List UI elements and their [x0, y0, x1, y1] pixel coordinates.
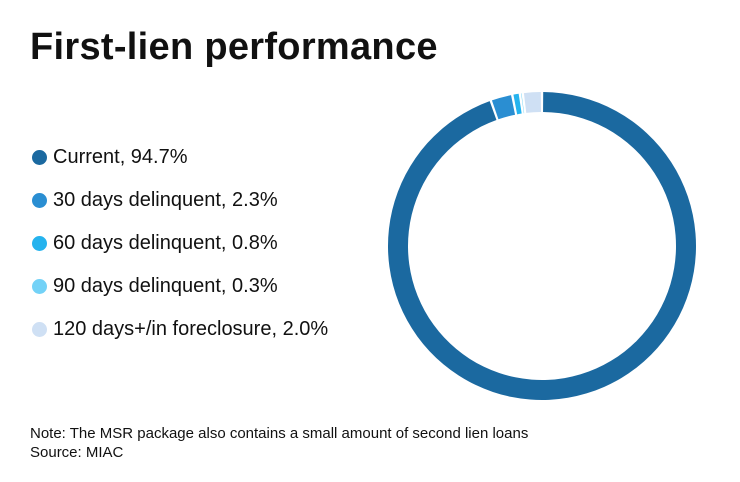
- donut-segment-120-days-foreclosure: [523, 92, 541, 113]
- legend-item-90-days: 90 days delinquent, 0.3%: [32, 274, 328, 299]
- legend-swatch-60-days: [32, 236, 47, 251]
- legend-swatch-90-days: [32, 279, 47, 294]
- legend-item-60-days: 60 days delinquent, 0.8%: [32, 231, 328, 256]
- chart-title: First-lien performance: [30, 26, 438, 68]
- legend-label-60-days: 60 days delinquent, 0.8%: [53, 232, 278, 254]
- source-text: Source: MIAC: [30, 444, 124, 461]
- legend-swatch-120-days-foreclosure: [32, 322, 47, 337]
- legend-swatch-current: [32, 150, 47, 165]
- legend-item-current: Current, 94.7%: [32, 145, 328, 170]
- legend-swatch-30-days: [32, 193, 47, 208]
- legend: Current, 94.7% 30 days delinquent, 2.3% …: [32, 145, 328, 360]
- legend-item-120-days-foreclosure: 120 days+/in foreclosure, 2.0%: [32, 317, 328, 342]
- footnotes: Note: The MSR package also contains a sm…: [30, 424, 528, 462]
- donut-segment-90-days: [521, 93, 525, 114]
- donut-chart: [388, 92, 696, 400]
- legend-item-30-days: 30 days delinquent, 2.3%: [32, 188, 328, 213]
- note-text: Note: The MSR package also contains a sm…: [30, 425, 529, 442]
- legend-label-90-days: 90 days delinquent, 0.3%: [53, 275, 278, 297]
- donut-segment-30-days: [491, 95, 516, 120]
- donut-segment-60-days: [513, 93, 522, 115]
- legend-label-current: Current, 94.7%: [53, 146, 188, 168]
- legend-label-30-days: 30 days delinquent, 2.3%: [53, 189, 278, 211]
- donut-segment-current: [388, 92, 696, 400]
- legend-label-120-days-foreclosure: 120 days+/in foreclosure, 2.0%: [53, 318, 329, 340]
